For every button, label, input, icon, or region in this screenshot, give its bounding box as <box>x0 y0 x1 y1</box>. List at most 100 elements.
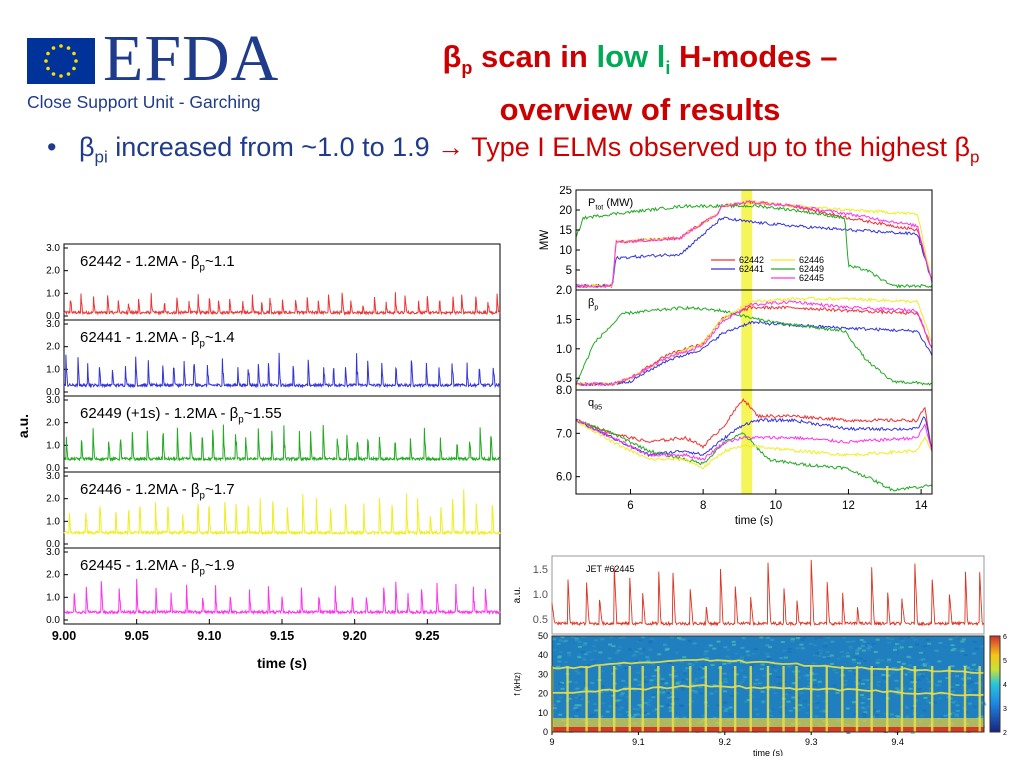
spec-noise <box>971 663 976 666</box>
spec-noise <box>610 692 615 695</box>
legend-entry: 62445 <box>799 273 824 283</box>
spec-noise <box>746 654 751 657</box>
spec-noise <box>817 654 822 657</box>
spec-noise <box>851 658 856 661</box>
spec-noise <box>818 636 823 639</box>
spec-noise <box>621 679 626 682</box>
spec-noise <box>813 654 817 657</box>
y-tick-label: 1.0 <box>46 440 60 451</box>
spec-noise <box>557 655 562 658</box>
spec-elm-streak <box>657 666 660 732</box>
spec-noise <box>950 690 955 693</box>
spec-noise <box>835 691 840 694</box>
spec-noise <box>700 667 705 670</box>
spec-noise <box>937 697 942 700</box>
spec-noise <box>973 691 977 694</box>
spec-noise <box>800 647 805 650</box>
spec-elm-streak <box>886 666 889 732</box>
y-tick-label: 1.0 <box>46 592 60 603</box>
spec-noise <box>811 662 816 665</box>
spec-noise <box>557 660 562 663</box>
spec-noise <box>716 704 721 707</box>
spec-noise <box>739 656 744 659</box>
spec-noise <box>677 680 682 683</box>
spec-noise <box>857 647 862 650</box>
spec-noise <box>625 686 630 689</box>
spec-noise <box>852 661 857 663</box>
x-tick-label: 14 <box>915 500 928 512</box>
spec-noise <box>914 643 919 646</box>
spec-noise <box>876 710 880 713</box>
y-axis-label: f (kHz) <box>513 672 522 696</box>
spec-noise <box>758 681 763 684</box>
spec-noise <box>643 681 648 683</box>
spec-elm-trace <box>551 559 985 627</box>
spec-noise <box>617 664 622 667</box>
spec-mode-line-1 <box>551 684 985 697</box>
spec-noise <box>938 641 943 644</box>
spec-noise <box>808 643 813 645</box>
title-line2: overview of results <box>499 92 781 128</box>
spec-noise <box>876 658 881 661</box>
spec-noise <box>810 673 815 676</box>
spec-elm-streak <box>704 666 707 732</box>
spec-noise <box>741 674 746 677</box>
series-62445 <box>575 419 933 461</box>
spec-noise <box>552 704 556 706</box>
spec-noise <box>725 655 730 658</box>
spec-noise <box>646 658 651 661</box>
legend-entry: 62446 <box>799 255 824 265</box>
spec-noise <box>775 676 780 678</box>
spec-elm-streak <box>749 666 752 732</box>
spec-noise <box>694 677 699 680</box>
spec-noise <box>662 691 667 694</box>
y-tick-label: 0.5 <box>556 373 572 385</box>
spec-noise <box>923 664 927 667</box>
spec-noise <box>875 714 880 717</box>
spec-noise <box>830 662 835 665</box>
spec-noise <box>660 680 665 683</box>
eu-star <box>66 46 71 50</box>
spec-noise <box>755 713 760 716</box>
spec-noise <box>886 674 891 677</box>
spec-noise <box>826 656 831 659</box>
spec-noise <box>577 704 582 707</box>
overview-panel-label: βp <box>588 297 598 311</box>
spec-noise <box>876 680 881 683</box>
spec-noise <box>652 709 657 712</box>
spec-noise <box>813 684 817 687</box>
spec-noise <box>779 657 784 659</box>
spec-noise <box>740 659 745 662</box>
y-tick-label: 2.0 <box>46 266 60 277</box>
spec-noise <box>816 694 821 697</box>
eu-star <box>51 72 56 76</box>
spec-noise <box>948 638 953 641</box>
spec-noise <box>940 693 945 696</box>
spec-noise <box>703 653 708 656</box>
spec-noise <box>660 678 665 681</box>
spec-noise <box>601 670 605 673</box>
spec-elm-streak <box>930 666 934 732</box>
colorbar-tick-label: 6 <box>1003 634 1007 641</box>
spec-noise <box>771 660 776 663</box>
spec-noise <box>956 637 961 640</box>
slide-title: βp scan in low li H-modes – overview of … <box>360 36 920 131</box>
y-tick-label: 6.0 <box>556 472 572 484</box>
spec-noise <box>966 666 971 669</box>
spec-noise <box>861 679 866 681</box>
eu-star <box>59 44 63 48</box>
spec-noise <box>681 688 686 691</box>
spec-noise <box>779 705 784 708</box>
spec-noise <box>766 655 771 658</box>
spec-noise <box>575 639 579 642</box>
spec-noise <box>646 701 651 704</box>
spec-noise <box>857 679 862 682</box>
spec-noise <box>582 658 587 661</box>
spec-noise <box>753 682 758 685</box>
spec-elm-streak <box>900 666 904 732</box>
spec-noise <box>731 640 736 643</box>
spec-noise <box>699 676 704 679</box>
spec-noise <box>608 643 613 646</box>
spec-noise <box>759 668 764 671</box>
spec-noise <box>694 661 699 664</box>
